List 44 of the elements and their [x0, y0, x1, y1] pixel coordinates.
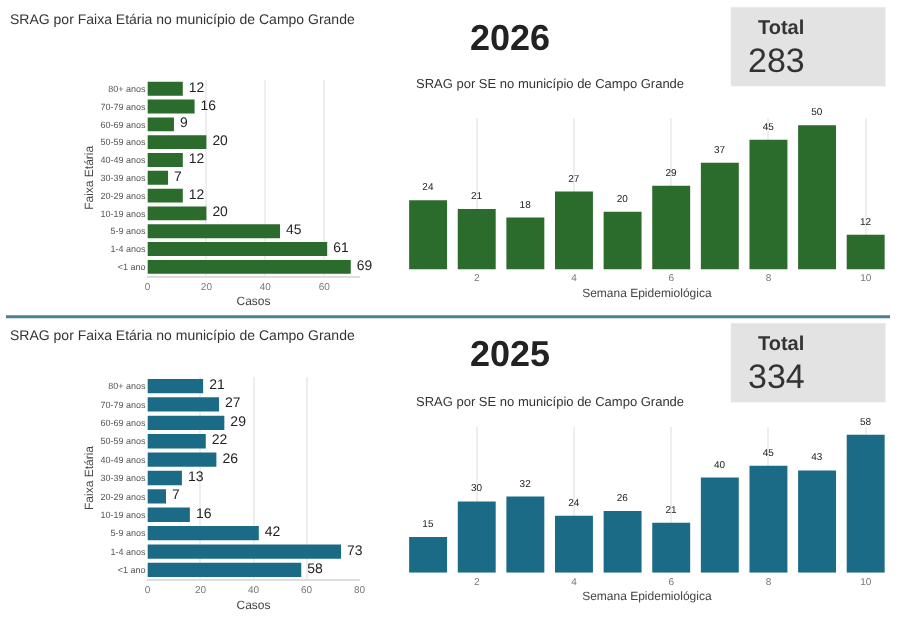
bar: [603, 510, 642, 573]
bar: [652, 522, 691, 573]
bar: [147, 507, 190, 522]
bar: [749, 465, 788, 573]
bar: [555, 515, 593, 573]
text: 283: [748, 42, 805, 80]
bar: [147, 544, 342, 559]
bar: [700, 477, 739, 573]
bar: [147, 81, 183, 96]
bar: [147, 378, 204, 394]
bar: [555, 191, 593, 270]
text: 2026: [470, 18, 551, 58]
bar: [147, 135, 207, 150]
bar: [846, 434, 885, 573]
bar: [409, 537, 448, 573]
bar: [147, 153, 183, 167]
text: Total: [758, 18, 805, 40]
bar: [147, 170, 169, 185]
bar: [506, 217, 545, 270]
bar: [147, 242, 328, 256]
text: 334: [748, 358, 805, 396]
text: 2025: [470, 334, 551, 374]
bar: [147, 434, 206, 449]
text: Total: [758, 334, 805, 356]
bar: [409, 200, 448, 270]
bar: [652, 185, 691, 270]
bar: [846, 234, 885, 270]
bar: [798, 470, 837, 573]
bar: [603, 211, 642, 270]
bar: [749, 139, 788, 270]
bar: [147, 397, 220, 412]
bar: [798, 125, 837, 270]
bar: [700, 162, 739, 270]
bar: [147, 525, 259, 541]
bar: [457, 501, 496, 573]
bar: [147, 489, 166, 504]
bar: [147, 562, 302, 578]
bar: [147, 259, 351, 274]
bar: [457, 208, 496, 270]
bar: [506, 496, 545, 573]
bar: [147, 452, 217, 467]
bar: [147, 415, 225, 431]
bar: [147, 224, 281, 239]
bar: [147, 470, 182, 486]
